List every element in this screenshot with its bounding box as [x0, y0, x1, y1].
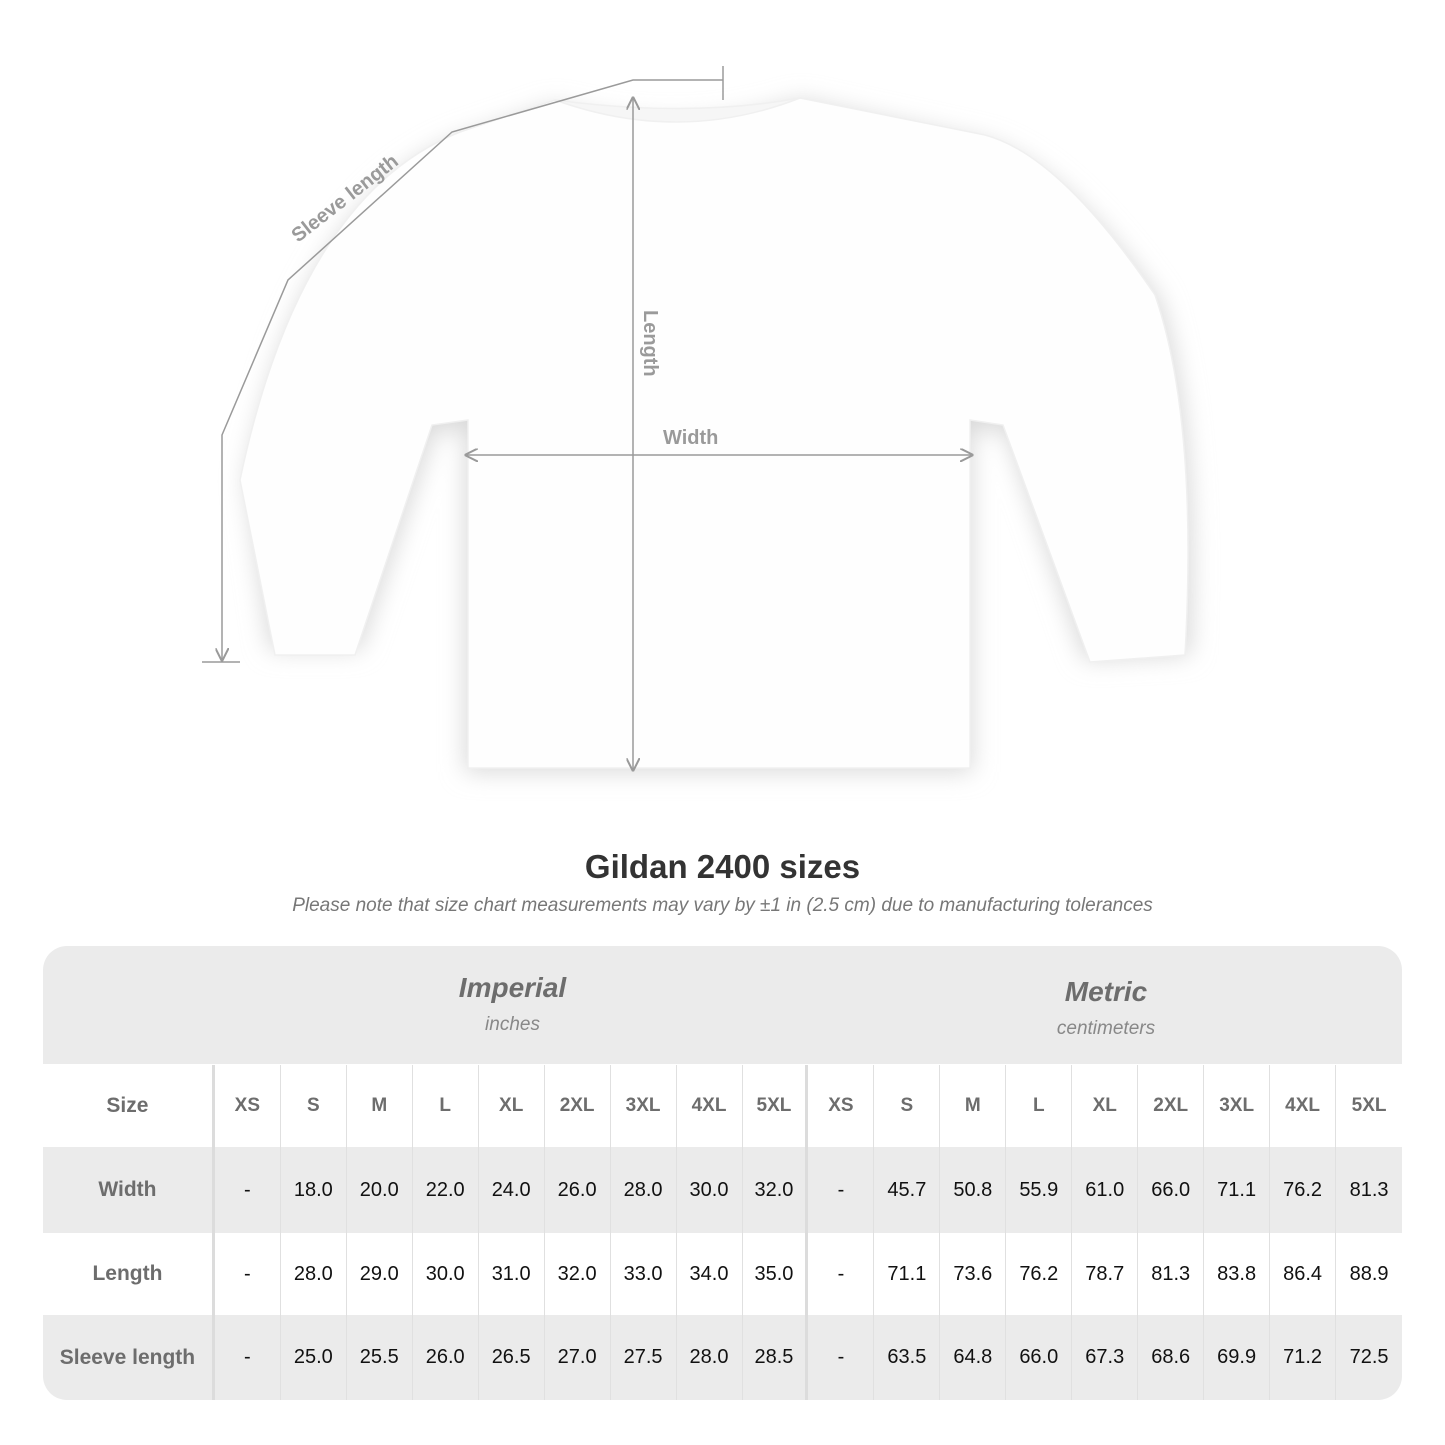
- size-header-cell: S: [874, 1065, 941, 1147]
- table-cell: 25.0: [281, 1315, 347, 1400]
- metric-title: Metric: [1064, 976, 1148, 1007]
- table-cell: -: [215, 1233, 281, 1315]
- table-cell: 61.0: [1072, 1147, 1139, 1233]
- table-cell: 31.0: [479, 1233, 545, 1315]
- table-cell: 66.0: [1006, 1315, 1073, 1400]
- table-cell: 27.0: [545, 1315, 611, 1400]
- sleeve-length-line: [222, 79, 723, 660]
- table-cell: 81.3: [1138, 1233, 1205, 1315]
- row-label: Width: [43, 1147, 215, 1233]
- table-cell: 26.0: [545, 1147, 611, 1233]
- table-cell: 88.9: [1349, 1262, 1389, 1285]
- table-cell: -: [808, 1147, 875, 1233]
- table-cell: 63.5: [874, 1315, 941, 1400]
- row-label: Length: [43, 1233, 215, 1315]
- size-header-cell: 5XL: [743, 1065, 809, 1147]
- size-header-cell: S: [281, 1065, 347, 1147]
- table-cell: -: [808, 1315, 875, 1400]
- width-label: Width: [663, 427, 718, 449]
- imperial-title: Imperial: [458, 972, 567, 1003]
- row-label: Size: [43, 1065, 215, 1147]
- metric-unit: centimeters: [1056, 1018, 1156, 1039]
- size-header-cell: 4XL: [677, 1065, 743, 1147]
- table-cell: 28.0: [611, 1147, 677, 1233]
- imperial-unit: inches: [485, 1014, 540, 1035]
- table-cell: 32.0: [545, 1233, 611, 1315]
- table-cell: 68.6: [1138, 1315, 1205, 1400]
- table-cell: 27.5: [611, 1315, 677, 1400]
- table-cell: 33.0: [611, 1233, 677, 1315]
- table-cell: -: [808, 1233, 875, 1315]
- table-cell: 35.0: [743, 1233, 809, 1315]
- table-cell: 28.0: [281, 1233, 347, 1315]
- size-header-cell: M: [347, 1065, 413, 1147]
- size-header-cell: 5XL: [1351, 1095, 1387, 1116]
- table-row: Sleeve length -25.0 25.5 26.0 26.5 27.0 27.5 28…: [43, 1315, 1402, 1400]
- table-cell: 22.0: [413, 1147, 479, 1233]
- table-cell: 64.8: [940, 1315, 1007, 1400]
- table-cell: 34.0: [677, 1233, 743, 1315]
- shirt-diagram: Sleeve length Length Width: [202, 66, 1192, 772]
- imperial-header: Imperial inches: [215, 972, 810, 1036]
- table-cell: 55.9: [1006, 1147, 1073, 1233]
- table-cell: -: [215, 1315, 281, 1400]
- table-cell: 73.6: [940, 1233, 1007, 1315]
- table-cell: 71.2: [1270, 1315, 1337, 1400]
- page-title: Gildan 2400 sizes: [584, 848, 861, 885]
- table-cell: 28.0: [677, 1315, 743, 1400]
- table-cell: 26.0: [413, 1315, 479, 1400]
- table-cell: 69.9: [1204, 1315, 1271, 1400]
- table-row: Length -28.0 29.0 30.0 31.0 32.0 33.0 34.0 35.0-…: [43, 1233, 1402, 1315]
- table-cell: 71.1: [874, 1233, 941, 1315]
- tolerance-note: Please note that size chart measurements…: [292, 895, 1153, 916]
- table-cell: 30.0: [677, 1147, 743, 1233]
- table-cell: 29.0: [347, 1233, 413, 1315]
- size-header-cell: 3XL: [1204, 1065, 1271, 1147]
- table-cell: 76.2: [1270, 1147, 1337, 1233]
- table-cell: 66.0: [1138, 1147, 1205, 1233]
- length-label: Length: [639, 310, 661, 377]
- size-header-cell: XL: [1072, 1065, 1139, 1147]
- size-header-cell: XS: [215, 1065, 281, 1147]
- table-cell: 25.5: [347, 1315, 413, 1400]
- table-header-row: Size XS S M L XL 2XL 3XL 4XL 5XL XS S M L XL 2XL 3XL 4XL 5…: [43, 1065, 1402, 1147]
- size-header-cell: L: [413, 1065, 479, 1147]
- size-header-cell: 2XL: [545, 1065, 611, 1147]
- table-cell: 32.0: [743, 1147, 809, 1233]
- table-cell: 81.3: [1349, 1178, 1389, 1201]
- table-cell: -: [215, 1147, 281, 1233]
- size-header-cell: L: [1006, 1065, 1073, 1147]
- table-cell: 83.8: [1204, 1233, 1271, 1315]
- table-cell: 26.5: [479, 1315, 545, 1400]
- table-cell: 18.0: [281, 1147, 347, 1233]
- table-cell: 24.0: [479, 1147, 545, 1233]
- table-row: Width -18.0 20.0 22.0 24.0 26.0 28.0 30.0 32.0-4…: [43, 1147, 1402, 1233]
- table-cell: 76.2: [1006, 1233, 1073, 1315]
- table-cell: 78.7: [1072, 1233, 1139, 1315]
- size-header-cell: M: [940, 1065, 1007, 1147]
- table-cell: 20.0: [347, 1147, 413, 1233]
- row-label: Sleeve length: [43, 1315, 215, 1400]
- size-header-cell: XL: [479, 1065, 545, 1147]
- table-cell: 50.8: [940, 1147, 1007, 1233]
- size-header-cell: 3XL: [611, 1065, 677, 1147]
- measurement-lines: [202, 66, 972, 770]
- metric-header: Metric centimeters: [810, 976, 1402, 1040]
- table-cell: 28.5: [743, 1315, 809, 1400]
- size-header-cell: 2XL: [1138, 1065, 1205, 1147]
- table-cell: 67.3: [1072, 1315, 1139, 1400]
- table-cell: 71.1: [1204, 1147, 1271, 1233]
- table-cell: 30.0: [413, 1233, 479, 1315]
- size-table: Imperial inches Metric centimeters Size X…: [43, 946, 1402, 1400]
- table-cell: 86.4: [1270, 1233, 1337, 1315]
- size-header-cell: XS: [808, 1065, 875, 1147]
- size-header-cell: 4XL: [1270, 1065, 1337, 1147]
- table-cell: 45.7: [874, 1147, 941, 1233]
- unit-header: Imperial inches Metric centimeters: [43, 946, 1402, 1064]
- table-cell: 72.5: [1349, 1346, 1389, 1368]
